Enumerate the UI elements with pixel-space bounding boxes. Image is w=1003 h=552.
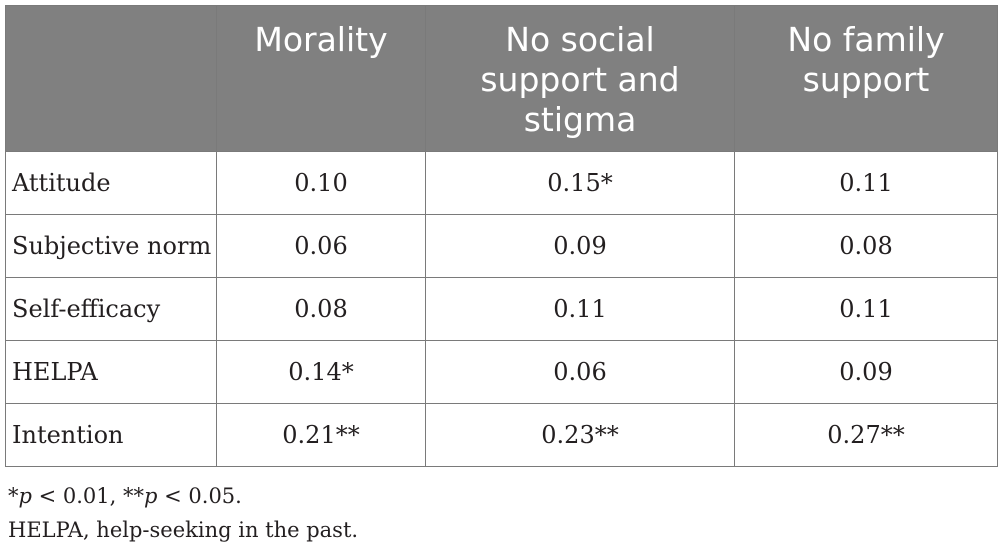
header-text-line: stigma [523, 100, 637, 139]
table-row: Attitude 0.10 0.15* 0.11 [5, 151, 998, 215]
table-cell: 0.11 [425, 277, 735, 341]
table-cell: 0.15* [425, 151, 735, 215]
header-cell-stub [5, 5, 217, 152]
footnote-star: ** [123, 484, 145, 508]
row-label: Intention [5, 403, 217, 467]
header-row: Morality No social support and stigma No… [5, 5, 998, 152]
table-cell: 0.09 [734, 340, 998, 404]
table-cell: 0.06 [425, 340, 735, 404]
header-cell-no-family-support: No family support [734, 5, 998, 152]
table-row: Intention 0.21** 0.23** 0.27** [5, 403, 998, 467]
footnote-threshold: < 0.01, [31, 484, 124, 508]
table-cell: 0.08 [734, 214, 998, 278]
table-row: Subjective norm 0.06 0.09 0.08 [5, 214, 998, 278]
row-label: Subjective norm [5, 214, 217, 278]
header-text-line: Morality [254, 20, 388, 59]
header-cell-no-social-support-and-stigma: No social support and stigma [425, 5, 735, 152]
header-text-line: support and [480, 60, 680, 99]
row-label: Attitude [5, 151, 217, 215]
table-cell: 0.06 [216, 214, 426, 278]
table-cell: 0.10 [216, 151, 426, 215]
header-text-line: No family [787, 20, 945, 59]
row-label: HELPA [5, 340, 217, 404]
table-row: HELPA 0.14* 0.06 0.09 [5, 340, 998, 404]
table-cell: 0.11 [734, 151, 998, 215]
abbreviation-footnote: HELPA, help-seeking in the past. [8, 518, 359, 542]
table-cell: 0.08 [216, 277, 426, 341]
table-cell: 0.11 [734, 277, 998, 341]
table-cell: 0.09 [425, 214, 735, 278]
footnote-p-symbol: p [18, 484, 32, 508]
footnote-threshold: < 0.05. [157, 484, 242, 508]
row-label: Self-efficacy [5, 277, 217, 341]
table-cell: 0.14* [216, 340, 426, 404]
correlation-table: Morality No social support and stigma No… [5, 5, 998, 467]
header-text-line: support [802, 60, 930, 99]
table-row: Self-efficacy 0.08 0.11 0.11 [5, 277, 998, 341]
table-cell: 0.27** [734, 403, 998, 467]
footnote-star: * [8, 484, 19, 508]
table-cell: 0.21** [216, 403, 426, 467]
significance-footnote: *p < 0.01, **p < 0.05. [8, 484, 242, 508]
header-cell-morality: Morality [216, 5, 426, 152]
header-text-line: No social [505, 20, 655, 59]
table-cell: 0.23** [425, 403, 735, 467]
footnote-p-symbol: p [144, 484, 158, 508]
